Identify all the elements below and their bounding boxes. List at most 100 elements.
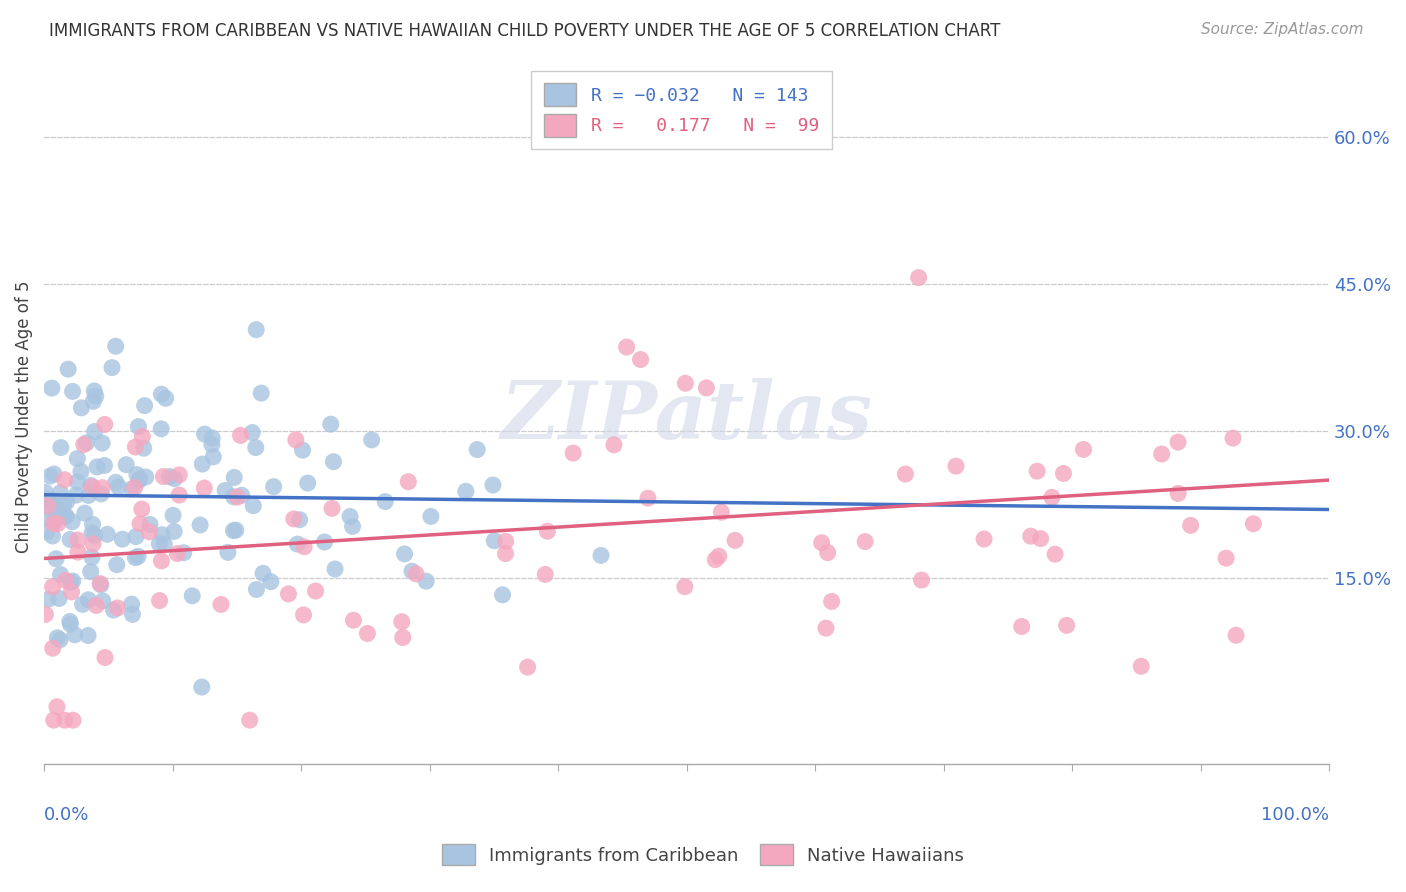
Point bbox=[1222, 431, 1244, 445]
Point bbox=[810, 535, 832, 549]
Point bbox=[166, 547, 188, 561]
Point bbox=[72, 597, 94, 611]
Point bbox=[76, 435, 98, 450]
Point bbox=[49, 567, 72, 582]
Point bbox=[125, 467, 148, 482]
Point bbox=[53, 713, 76, 727]
Point bbox=[250, 386, 273, 401]
Point bbox=[159, 469, 181, 483]
Text: 100.0%: 100.0% bbox=[1261, 806, 1329, 824]
Point bbox=[853, 534, 876, 549]
Point bbox=[150, 422, 173, 436]
Point bbox=[396, 475, 419, 489]
Point bbox=[62, 713, 84, 727]
Point bbox=[1043, 547, 1066, 561]
Point bbox=[516, 660, 538, 674]
Point bbox=[405, 566, 427, 581]
Point bbox=[1225, 628, 1247, 642]
Point bbox=[401, 564, 423, 578]
Point bbox=[53, 473, 76, 487]
Point bbox=[945, 459, 967, 474]
Point bbox=[419, 509, 441, 524]
Point bbox=[56, 362, 79, 376]
Point bbox=[191, 457, 214, 471]
Point bbox=[83, 529, 105, 543]
Point bbox=[222, 524, 245, 538]
Point bbox=[630, 352, 652, 367]
Point bbox=[1167, 435, 1189, 450]
Point bbox=[82, 517, 104, 532]
Point bbox=[155, 392, 177, 406]
Point bbox=[342, 519, 364, 533]
Point bbox=[91, 481, 114, 495]
Point bbox=[150, 527, 173, 541]
Point bbox=[62, 574, 84, 588]
Point bbox=[55, 494, 77, 508]
Point bbox=[304, 584, 326, 599]
Point bbox=[1215, 551, 1237, 566]
Point bbox=[49, 632, 72, 647]
Point bbox=[710, 505, 733, 519]
Point bbox=[907, 270, 929, 285]
Point bbox=[104, 475, 127, 490]
Point bbox=[60, 585, 83, 599]
Point bbox=[242, 499, 264, 513]
Point bbox=[673, 580, 696, 594]
Point bbox=[391, 615, 413, 629]
Point bbox=[34, 485, 56, 500]
Point bbox=[44, 498, 66, 512]
Point bbox=[191, 680, 214, 694]
Point bbox=[292, 540, 315, 554]
Point bbox=[209, 598, 232, 612]
Point bbox=[101, 360, 124, 375]
Point bbox=[55, 574, 77, 588]
Point bbox=[1026, 464, 1049, 478]
Point bbox=[321, 501, 343, 516]
Point bbox=[152, 469, 174, 483]
Point bbox=[55, 509, 77, 524]
Point bbox=[128, 472, 150, 486]
Point bbox=[41, 641, 63, 656]
Point bbox=[284, 433, 307, 447]
Point bbox=[339, 509, 361, 524]
Point bbox=[225, 523, 247, 537]
Point bbox=[39, 513, 62, 527]
Point bbox=[637, 491, 659, 506]
Point bbox=[124, 550, 146, 565]
Point bbox=[322, 455, 344, 469]
Point bbox=[42, 467, 65, 481]
Point bbox=[39, 469, 62, 483]
Point bbox=[107, 601, 129, 615]
Point bbox=[77, 592, 100, 607]
Point bbox=[291, 443, 314, 458]
Point bbox=[94, 650, 117, 665]
Point bbox=[391, 631, 413, 645]
Point bbox=[214, 483, 236, 498]
Point bbox=[224, 470, 246, 484]
Point bbox=[814, 621, 837, 635]
Point bbox=[222, 490, 245, 504]
Point bbox=[188, 518, 211, 533]
Point bbox=[129, 516, 152, 531]
Point bbox=[52, 498, 75, 512]
Point bbox=[49, 441, 72, 455]
Point bbox=[589, 549, 612, 563]
Point bbox=[80, 550, 103, 565]
Point bbox=[83, 384, 105, 398]
Point bbox=[323, 562, 346, 576]
Point bbox=[115, 458, 138, 472]
Point bbox=[973, 532, 995, 546]
Legend: Immigrants from Caribbean, Native Hawaiians: Immigrants from Caribbean, Native Hawaii… bbox=[433, 835, 973, 874]
Point bbox=[231, 488, 253, 502]
Point bbox=[96, 527, 118, 541]
Point bbox=[45, 551, 67, 566]
Point bbox=[66, 545, 89, 559]
Point bbox=[150, 387, 173, 401]
Point bbox=[239, 713, 262, 727]
Point bbox=[89, 576, 111, 591]
Point bbox=[82, 480, 104, 494]
Point bbox=[59, 533, 82, 547]
Point bbox=[167, 488, 190, 502]
Point bbox=[90, 578, 112, 592]
Point bbox=[128, 473, 150, 487]
